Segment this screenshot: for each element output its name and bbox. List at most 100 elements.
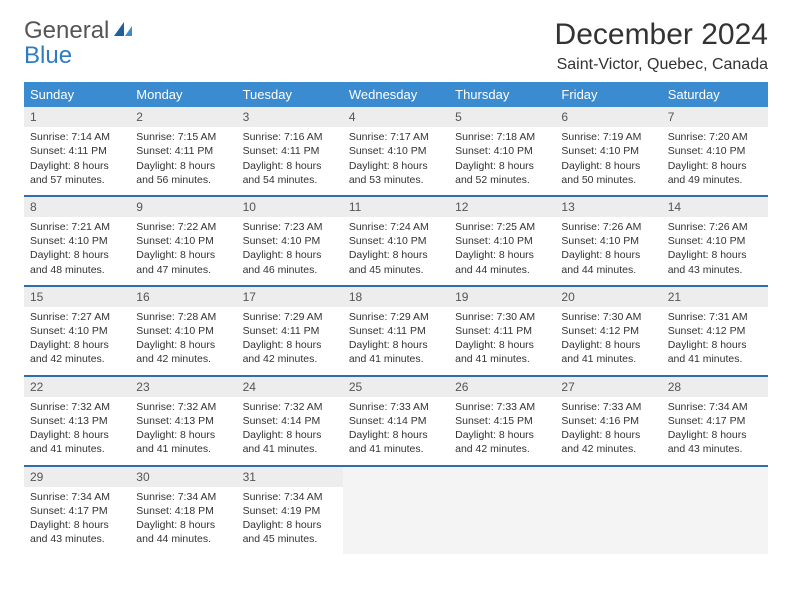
sunset-text: Sunset: 4:12 PM	[668, 324, 762, 338]
sunset-text: Sunset: 4:17 PM	[668, 414, 762, 428]
day-header: Monday	[130, 82, 236, 107]
day-number: 9	[130, 197, 236, 217]
calendar-cell: 14Sunrise: 7:26 AMSunset: 4:10 PMDayligh…	[662, 196, 768, 286]
daylight-text: and 41 minutes.	[243, 442, 337, 456]
calendar-cell: 25Sunrise: 7:33 AMSunset: 4:14 PMDayligh…	[343, 376, 449, 466]
sunset-text: Sunset: 4:12 PM	[561, 324, 655, 338]
daylight-text: Daylight: 8 hours	[668, 159, 762, 173]
day-number: 2	[130, 107, 236, 127]
calendar-cell: 28Sunrise: 7:34 AMSunset: 4:17 PMDayligh…	[662, 376, 768, 466]
daylight-text: and 44 minutes.	[455, 263, 549, 277]
calendar-cell: .	[555, 466, 661, 555]
sunset-text: Sunset: 4:10 PM	[349, 144, 443, 158]
sunset-text: Sunset: 4:11 PM	[455, 324, 549, 338]
daylight-text: and 49 minutes.	[668, 173, 762, 187]
day-number: 19	[449, 287, 555, 307]
calendar-cell: 18Sunrise: 7:29 AMSunset: 4:11 PMDayligh…	[343, 286, 449, 376]
sunrise-text: Sunrise: 7:33 AM	[455, 400, 549, 414]
day-header-row: Sunday Monday Tuesday Wednesday Thursday…	[24, 82, 768, 107]
daylight-text: Daylight: 8 hours	[455, 248, 549, 262]
sunrise-text: Sunrise: 7:25 AM	[455, 220, 549, 234]
daylight-text: and 42 minutes.	[243, 352, 337, 366]
daylight-text: Daylight: 8 hours	[349, 248, 443, 262]
sunset-text: Sunset: 4:13 PM	[136, 414, 230, 428]
daylight-text: Daylight: 8 hours	[243, 428, 337, 442]
day-number: 4	[343, 107, 449, 127]
daylight-text: and 41 minutes.	[455, 352, 549, 366]
day-header: Wednesday	[343, 82, 449, 107]
calendar-cell: 6Sunrise: 7:19 AMSunset: 4:10 PMDaylight…	[555, 107, 661, 196]
daylight-text: Daylight: 8 hours	[455, 428, 549, 442]
daylight-text: Daylight: 8 hours	[668, 248, 762, 262]
sunset-text: Sunset: 4:10 PM	[668, 234, 762, 248]
daylight-text: Daylight: 8 hours	[30, 338, 124, 352]
calendar-cell: 2 Sunrise: 7:15 AMSunset: 4:11 PMDaylight…	[130, 107, 236, 196]
calendar-row: 1Sunrise: 7:14 AMSunset: 4:11 PMDaylight…	[24, 107, 768, 196]
sunrise-text: Sunrise: 7:26 AM	[561, 220, 655, 234]
calendar-cell: 24Sunrise: 7:32 AMSunset: 4:14 PMDayligh…	[237, 376, 343, 466]
sunset-text: Sunset: 4:14 PM	[243, 414, 337, 428]
sunset-text: Sunset: 4:10 PM	[30, 324, 124, 338]
day-number: 5	[449, 107, 555, 127]
calendar-cell: 26Sunrise: 7:33 AMSunset: 4:15 PMDayligh…	[449, 376, 555, 466]
sunrise-text: Sunrise: 7:28 AM	[136, 310, 230, 324]
calendar-cell: 1Sunrise: 7:14 AMSunset: 4:11 PMDaylight…	[24, 107, 130, 196]
day-number: 15	[24, 287, 130, 307]
sunset-text: Sunset: 4:10 PM	[455, 234, 549, 248]
sunset-text: Sunset: 4:10 PM	[243, 234, 337, 248]
daylight-text: and 50 minutes.	[561, 173, 655, 187]
calendar-cell: 11Sunrise: 7:24 AMSunset: 4:10 PMDayligh…	[343, 196, 449, 286]
daylight-text: Daylight: 8 hours	[561, 428, 655, 442]
daylight-text: and 44 minutes.	[136, 532, 230, 546]
sunrise-text: Sunrise: 7:33 AM	[349, 400, 443, 414]
day-header: Thursday	[449, 82, 555, 107]
sunrise-text: Sunrise: 7:15 AM	[136, 130, 230, 144]
day-number: 7	[662, 107, 768, 127]
calendar-cell: 3Sunrise: 7:16 AMSunset: 4:11 PMDaylight…	[237, 107, 343, 196]
daylight-text: and 45 minutes.	[349, 263, 443, 277]
day-number: 28	[662, 377, 768, 397]
sunrise-text: Sunrise: 7:27 AM	[30, 310, 124, 324]
daylight-text: and 43 minutes.	[668, 442, 762, 456]
calendar-cell: 7Sunrise: 7:20 AMSunset: 4:10 PMDaylight…	[662, 107, 768, 196]
sunset-text: Sunset: 4:10 PM	[455, 144, 549, 158]
day-number: 22	[24, 377, 130, 397]
sunset-text: Sunset: 4:10 PM	[136, 234, 230, 248]
sunset-text: Sunset: 4:16 PM	[561, 414, 655, 428]
daylight-text: and 42 minutes.	[455, 442, 549, 456]
daylight-text: Daylight: 8 hours	[668, 428, 762, 442]
calendar-cell: 27Sunrise: 7:33 AMSunset: 4:16 PMDayligh…	[555, 376, 661, 466]
sunrise-text: Sunrise: 7:22 AM	[136, 220, 230, 234]
daylight-text: and 42 minutes.	[561, 442, 655, 456]
daylight-text: Daylight: 8 hours	[136, 159, 230, 173]
day-number: 26	[449, 377, 555, 397]
daylight-text: and 42 minutes.	[30, 352, 124, 366]
daylight-text: Daylight: 8 hours	[561, 248, 655, 262]
day-header: Saturday	[662, 82, 768, 107]
sunset-text: Sunset: 4:17 PM	[30, 504, 124, 518]
daylight-text: and 42 minutes.	[136, 352, 230, 366]
sunrise-text: Sunrise: 7:29 AM	[243, 310, 337, 324]
calendar-row: 29Sunrise: 7:34 AMSunset: 4:17 PMDayligh…	[24, 466, 768, 555]
day-number: 18	[343, 287, 449, 307]
daylight-text: Daylight: 8 hours	[243, 518, 337, 532]
calendar-cell: 15 Sunrise: 7:27 AMSunset: 4:10 PMDayligh…	[24, 286, 130, 376]
sunrise-text: Sunrise: 7:32 AM	[243, 400, 337, 414]
calendar-cell: 8Sunrise: 7:21 AMSunset: 4:10 PMDaylight…	[24, 196, 130, 286]
sunset-text: Sunset: 4:11 PM	[243, 324, 337, 338]
sunrise-text: Sunrise: 7:34 AM	[243, 490, 337, 504]
daylight-text: Daylight: 8 hours	[136, 428, 230, 442]
calendar-cell: 19Sunrise: 7:30 AMSunset: 4:11 PMDayligh…	[449, 286, 555, 376]
sunset-text: Sunset: 4:14 PM	[349, 414, 443, 428]
sunset-text: Sunset: 4:10 PM	[668, 144, 762, 158]
sunset-text: Sunset: 4:11 PM	[136, 144, 230, 158]
sunrise-text: Sunrise: 7:19 AM	[561, 130, 655, 144]
calendar-cell: 30Sunrise: 7:34 AMSunset: 4:18 PMDayligh…	[130, 466, 236, 555]
logo-word1: General	[24, 18, 109, 43]
daylight-text: and 57 minutes.	[30, 173, 124, 187]
sunrise-text: Sunrise: 7:32 AM	[30, 400, 124, 414]
daylight-text: Daylight: 8 hours	[30, 518, 124, 532]
daylight-text: Daylight: 8 hours	[349, 159, 443, 173]
daylight-text: and 45 minutes.	[243, 532, 337, 546]
daylight-text: and 52 minutes.	[455, 173, 549, 187]
